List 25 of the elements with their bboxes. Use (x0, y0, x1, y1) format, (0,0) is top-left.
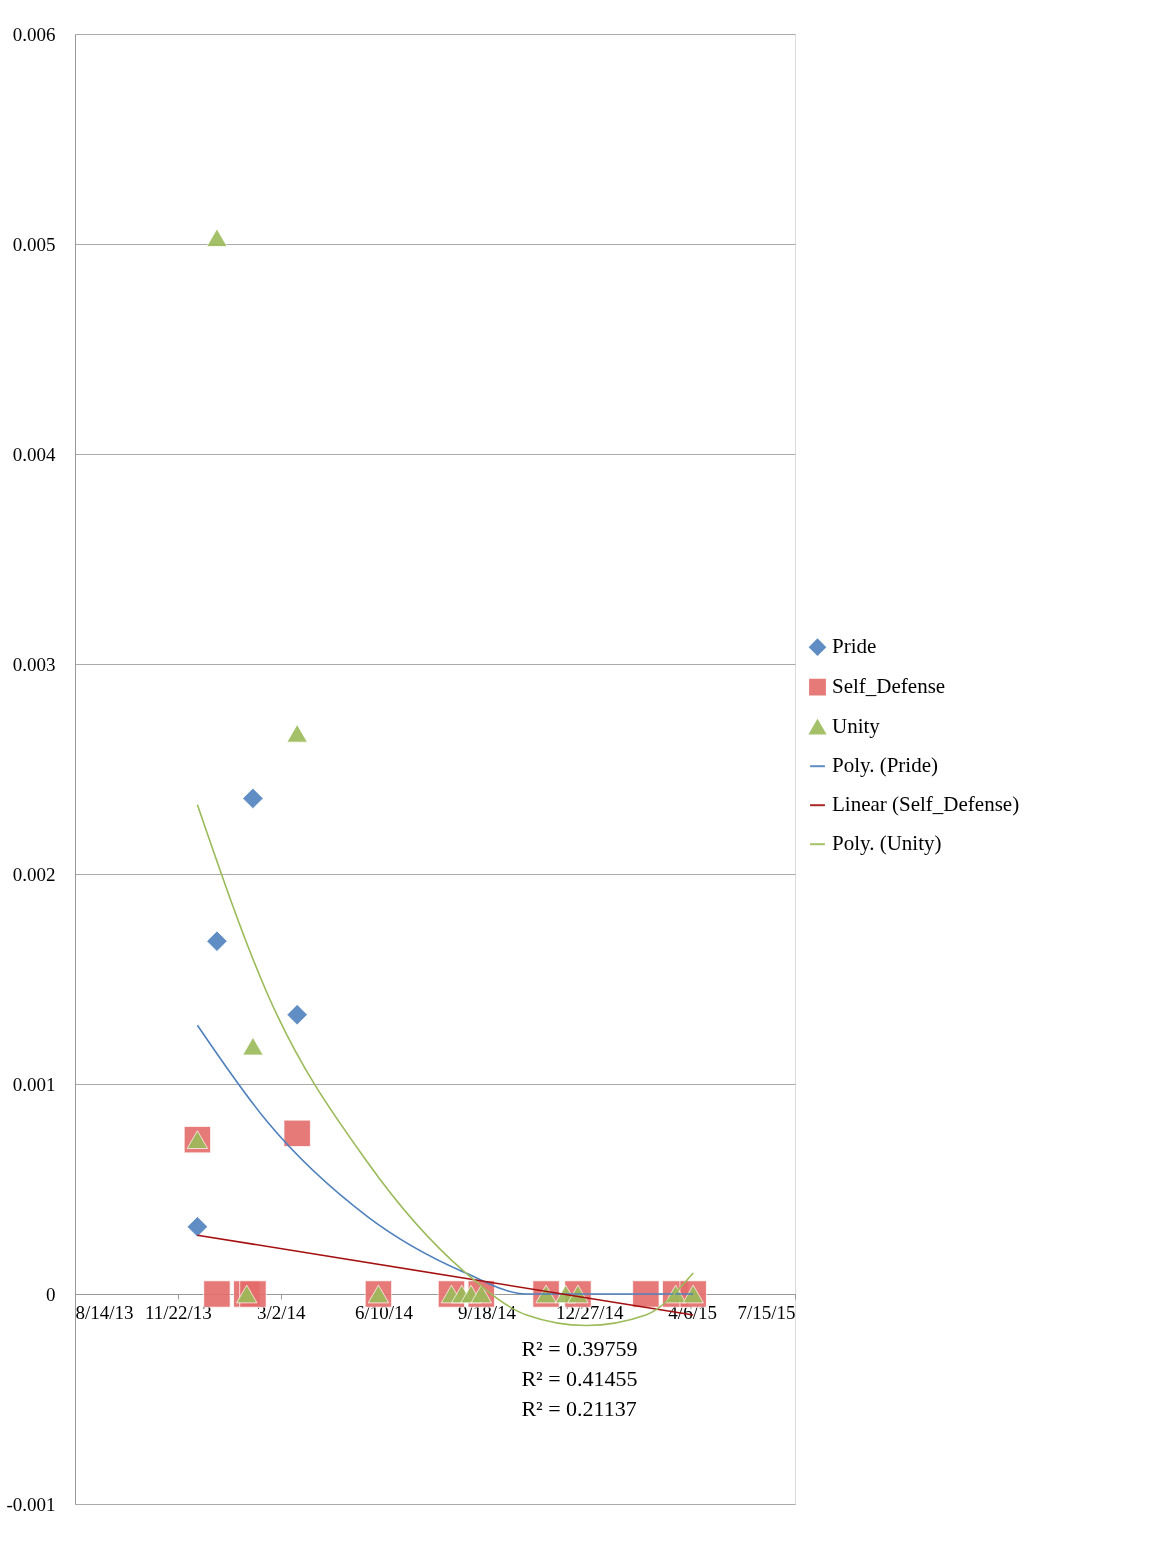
x-tick-label: 12/27/14 (556, 1301, 625, 1323)
legend-label: Linear (Self_Defense) (832, 792, 1020, 817)
annotation: R² = 0.21137 (521, 1396, 637, 1421)
legend-label: Pride (832, 634, 877, 659)
y-tick-label: 0.006 (12, 23, 56, 45)
x-tick-label: 9/18/14 (457, 1301, 517, 1323)
legend-label: Poly. (Unity) (832, 831, 942, 856)
y-tick-label: 0.003 (12, 653, 56, 675)
x-tick-label: 6/10/14 (355, 1301, 414, 1323)
annotation: R² = 0.39759 (521, 1336, 638, 1361)
y-tick-label: -0.001 (6, 1493, 56, 1515)
x-tick-label: 11/22/13 (144, 1301, 212, 1323)
legend-label: Self_Defense (832, 674, 946, 699)
y-tick-label: 0.001 (12, 1073, 56, 1095)
x-tick-label: 7/15/15 (737, 1301, 796, 1323)
y-tick-label: 0.002 (12, 863, 56, 885)
legend-label: Unity (832, 714, 881, 739)
annotation: R² = 0.41455 (521, 1366, 638, 1391)
x-tick-label: 3/2/14 (256, 1301, 306, 1323)
y-tick-label: 0.004 (12, 443, 56, 465)
x-tick-label: 4/6/15 (668, 1301, 717, 1323)
y-tick-label: 0 (46, 1283, 56, 1305)
x-tick-label: 8/14/13 (75, 1301, 134, 1323)
y-tick-label: 0.005 (12, 233, 56, 255)
legend-label: Poly. (Pride) (832, 753, 938, 778)
